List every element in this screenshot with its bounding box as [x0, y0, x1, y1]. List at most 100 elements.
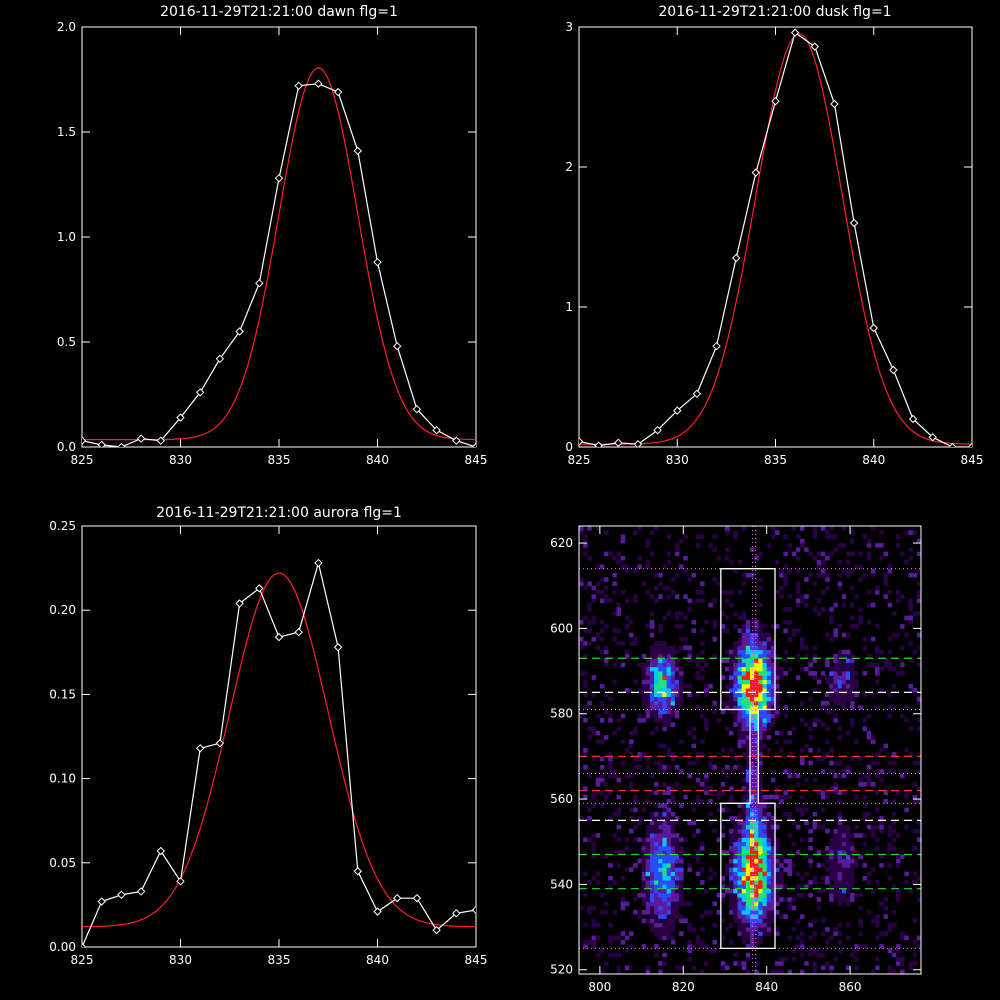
heatmap-cell [758, 585, 763, 591]
heatmap-cell [700, 739, 705, 744]
heatmap-cell [633, 641, 638, 646]
heatmap-cell [645, 671, 651, 676]
heatmap-cell [741, 910, 747, 915]
heatmap-cell [854, 564, 859, 569]
heatmap-cell [887, 965, 893, 971]
heatmap-cell [812, 820, 818, 825]
heatmap-cell [787, 871, 792, 877]
heatmap-cell [766, 649, 772, 655]
heatmap-cell [591, 790, 596, 796]
heatmap-cell [604, 594, 609, 599]
heatmap-cell [904, 935, 909, 941]
heatmap-cell [916, 598, 921, 604]
heatmap-cell [779, 897, 784, 902]
heatmap-cell [708, 683, 713, 689]
heatmap-cell [750, 726, 755, 732]
heatmap-cell [750, 679, 755, 685]
heatmap-cell [583, 752, 588, 757]
heatmap-cell [841, 568, 847, 574]
heatmap-cell [674, 863, 680, 868]
heatmap-cell [754, 632, 759, 638]
heatmap-cell [745, 735, 751, 740]
heatmap-cell [591, 905, 596, 911]
heatmap-cell [679, 769, 684, 774]
heatmap-cell [845, 863, 851, 868]
heatmap-cell [833, 833, 838, 838]
heatmap-cell [916, 594, 921, 599]
heatmap-cell [875, 837, 880, 843]
image-xtick-label: 820 [672, 980, 695, 994]
heatmap-cell [750, 654, 755, 659]
heatmap-cell [825, 726, 830, 732]
heatmap-cell [779, 956, 784, 962]
heatmap-cell [587, 700, 592, 706]
heatmap-cell [662, 807, 667, 813]
heatmap-cell [800, 875, 805, 881]
heatmap-cell [658, 594, 663, 599]
heatmap-cell [658, 935, 663, 941]
heatmap-cell [733, 850, 738, 855]
heatmap-cell [658, 688, 663, 693]
heatmap-cell [587, 526, 592, 531]
heatmap-cell [658, 910, 663, 915]
heatmap-cell [662, 863, 667, 868]
heatmap-cell [670, 935, 676, 941]
heatmap-cell [737, 867, 742, 872]
heatmap-cell [850, 854, 855, 860]
heatmap-cell [775, 624, 780, 629]
heatmap-cell [704, 944, 709, 949]
heatmap-cell [737, 743, 742, 749]
heatmap-cell [754, 803, 759, 808]
heatmap-cell [654, 880, 659, 885]
heatmap-cell [787, 636, 792, 642]
heatmap-cell [775, 794, 780, 800]
heatmap-cell [658, 892, 663, 898]
heatmap-cell [758, 688, 763, 693]
heatmap-cell [795, 944, 801, 949]
heatmap-cell [729, 867, 734, 872]
heatmap-cell [649, 709, 655, 715]
heatmap-cell [604, 709, 609, 715]
heatmap-cell [666, 718, 672, 723]
heatmap-cell [745, 700, 751, 706]
heatmap-cell [745, 645, 751, 651]
heatmap-cell [737, 628, 742, 633]
heatmap-cell [875, 624, 880, 629]
heatmap-cell [841, 692, 847, 697]
heatmap-cell [850, 666, 855, 672]
heatmap-cell [845, 858, 851, 864]
heatmap-cell [733, 918, 738, 924]
heatmap-cell [583, 551, 588, 557]
heatmap-cell [641, 675, 647, 680]
heatmap-cell [745, 867, 751, 872]
heatmap-cell [770, 905, 776, 911]
heatmap-cell [587, 910, 592, 915]
heatmap-cell [837, 833, 843, 838]
heatmap-cell [658, 572, 663, 578]
heatmap-cell [850, 858, 855, 864]
heatmap-cell [658, 654, 663, 659]
heatmap-cell [737, 863, 742, 868]
heatmap-cell [583, 683, 588, 689]
heatmap-cell [599, 739, 605, 744]
heatmap-cell [812, 526, 818, 531]
heatmap-cell [679, 636, 684, 642]
heatmap-cell [808, 760, 813, 766]
heatmap-cell [700, 713, 705, 719]
heatmap-cell [750, 833, 755, 838]
heatmap-cell [737, 816, 742, 821]
heatmap-cell [896, 961, 901, 966]
heatmap-cell [762, 892, 767, 898]
heatmap-cell [891, 752, 897, 757]
aurora-ytick-label: 0.15 [49, 687, 76, 701]
heatmap-cell [670, 897, 676, 902]
heatmap-cell [854, 739, 859, 744]
heatmap-cell [674, 905, 680, 911]
heatmap-cell [729, 846, 734, 851]
aurora-ytick-label: 0.20 [49, 603, 76, 617]
heatmap-cell [745, 636, 751, 642]
heatmap-cell [733, 705, 738, 710]
heatmap-cell [829, 858, 834, 864]
heatmap-cell [879, 820, 884, 825]
heatmap-cell [775, 910, 780, 915]
